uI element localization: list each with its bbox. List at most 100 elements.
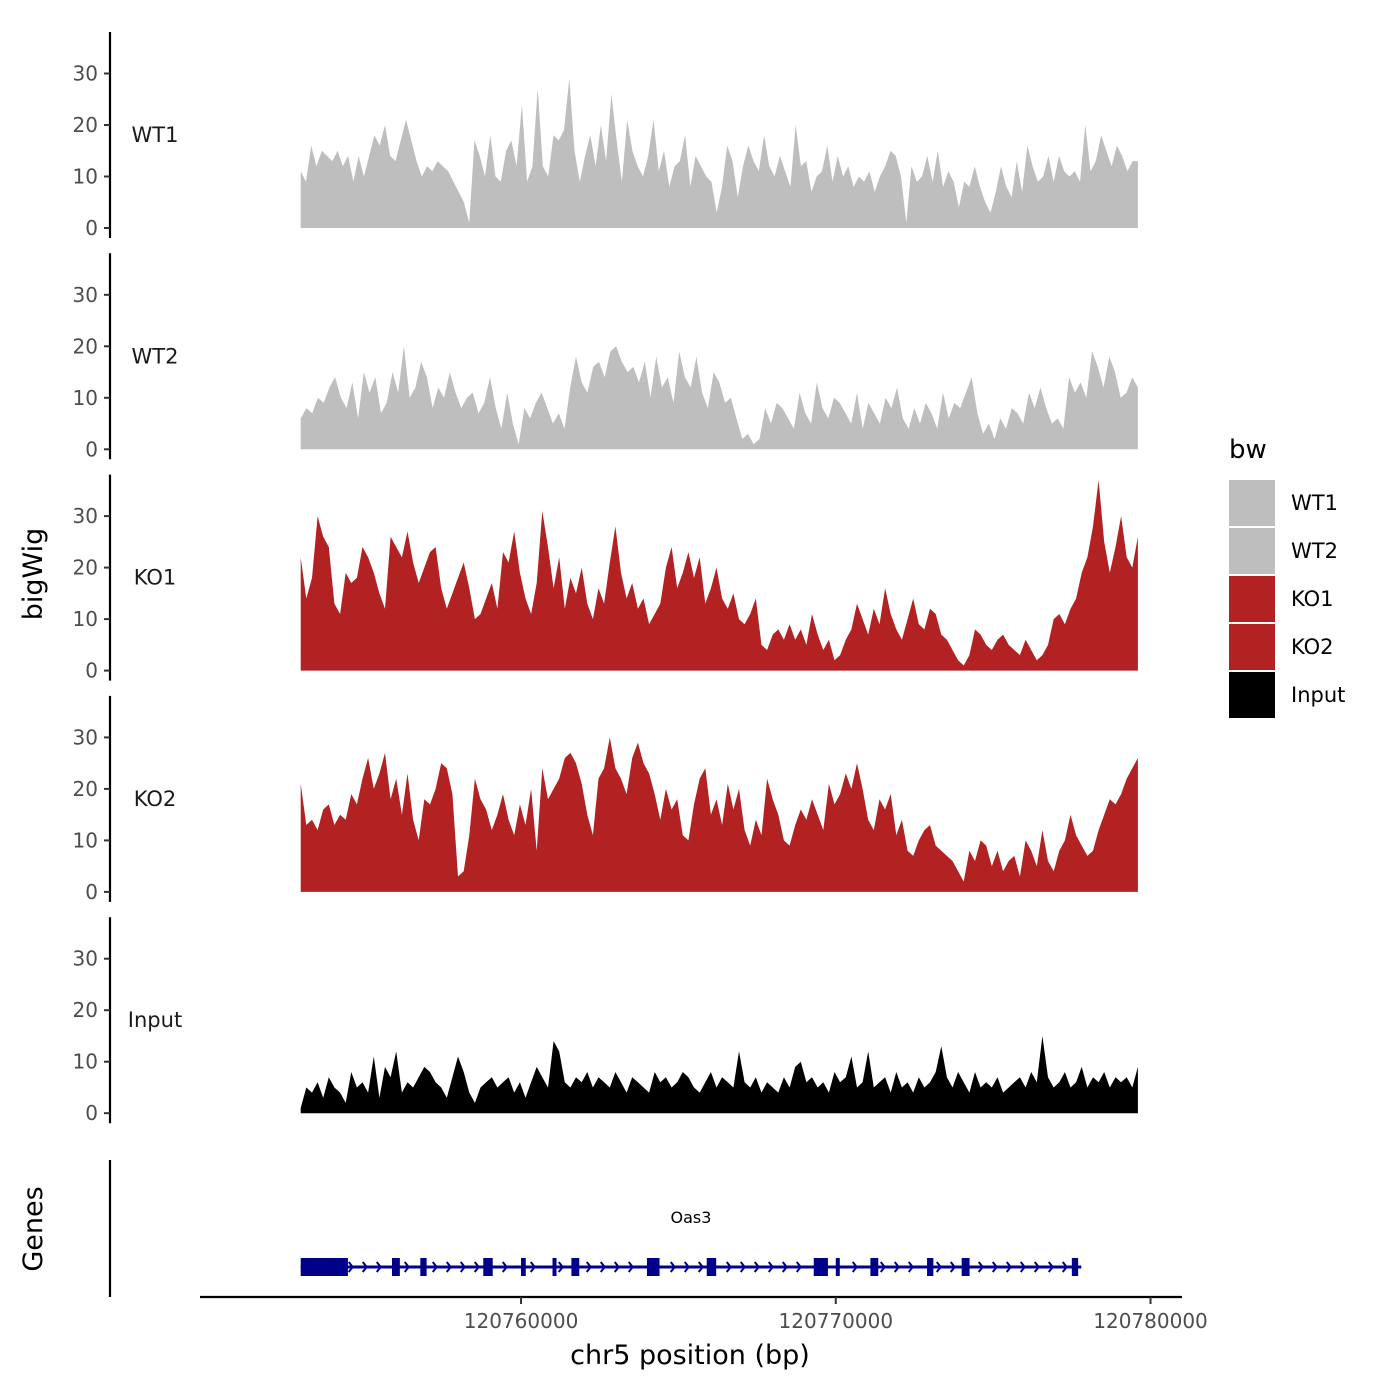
gene-name-label: Oas3 xyxy=(671,1208,712,1227)
strand-arrow xyxy=(431,1261,438,1273)
y-tick-label: 10 xyxy=(73,386,98,410)
strand-arrow xyxy=(991,1261,998,1273)
y-tick-label: 10 xyxy=(73,828,98,852)
strand-arrow xyxy=(879,1261,886,1273)
strand-arrow xyxy=(851,1261,858,1273)
legend-swatch-ko2 xyxy=(1229,624,1275,670)
strand-arrow xyxy=(375,1261,382,1273)
gene-exon xyxy=(1071,1258,1079,1276)
strand-arrow xyxy=(739,1261,746,1273)
y-tick-label: 20 xyxy=(73,998,98,1022)
legend-swatch-wt2 xyxy=(1229,528,1275,574)
gene-exon xyxy=(835,1258,840,1276)
strand-arrow xyxy=(781,1261,788,1273)
strand-arrow xyxy=(473,1261,480,1273)
y-tick-label: 0 xyxy=(85,216,98,240)
gene-layer: Oas3 xyxy=(108,1160,1082,1297)
strand-arrow xyxy=(501,1261,508,1273)
strand-arrow xyxy=(977,1261,984,1273)
strand-arrow xyxy=(627,1261,634,1273)
gene-exon xyxy=(483,1258,493,1276)
strand-arrow xyxy=(445,1261,452,1273)
strand-arrow xyxy=(949,1261,956,1273)
strand-arrow xyxy=(613,1261,620,1273)
strand-arrow xyxy=(795,1261,802,1273)
gene-exon xyxy=(571,1258,580,1276)
strand-arrow xyxy=(459,1261,466,1273)
strand-arrow xyxy=(557,1261,564,1273)
y-tick-label: 30 xyxy=(73,283,98,307)
y-tick-label: 30 xyxy=(73,725,98,749)
strand-arrow xyxy=(907,1261,914,1273)
strand-arrow xyxy=(935,1261,942,1273)
strand-arrow xyxy=(361,1261,368,1273)
strand-arrow xyxy=(1019,1261,1027,1273)
y-tick-label: 30 xyxy=(73,947,98,971)
legend: bw WT1 WT2 KO1 KO2 Input xyxy=(1229,435,1345,718)
gene-exon xyxy=(706,1258,717,1276)
y-tick-label: 20 xyxy=(73,556,98,580)
gene-exon xyxy=(870,1258,879,1276)
track-label: Input xyxy=(128,1008,182,1032)
gene-exon xyxy=(300,1258,348,1276)
legend-label-wt2: WT2 xyxy=(1291,539,1338,563)
gene-exon xyxy=(391,1258,400,1276)
track-wt1: 0 10 20 30 WT1 xyxy=(73,32,1138,240)
legend-swatch-ko1 xyxy=(1229,576,1275,622)
strand-arrow xyxy=(1033,1261,1041,1273)
genes-axis-title: Genes xyxy=(18,1186,49,1271)
legend-label-wt1: WT1 xyxy=(1291,491,1338,515)
x-tick-label: 120780000 xyxy=(1093,1309,1208,1333)
strand-arrow xyxy=(599,1261,606,1273)
gene-exon xyxy=(927,1258,934,1276)
y-tick-label: 0 xyxy=(85,659,98,683)
x-axis: 120760000 120770000 120780000 xyxy=(200,1295,1208,1333)
gene-exon xyxy=(813,1258,828,1276)
strand-arrow xyxy=(1047,1261,1055,1273)
strand-arrow xyxy=(893,1261,900,1273)
strand-arrow xyxy=(403,1261,410,1273)
strand-arrow xyxy=(1005,1261,1013,1273)
y-tick-label: 20 xyxy=(73,113,98,137)
y-tick-label: 20 xyxy=(73,334,98,358)
track-ko2: 0 10 20 30 KO2 xyxy=(73,695,1138,904)
x-tick-label: 120770000 xyxy=(779,1309,894,1333)
legend-swatch-wt1 xyxy=(1229,480,1275,526)
legend-label-ko2: KO2 xyxy=(1291,635,1334,659)
gene-exon xyxy=(420,1258,427,1276)
strand-arrow xyxy=(725,1261,732,1273)
strand-arrow xyxy=(753,1261,760,1273)
track-ko1: 0 10 20 30 KO1 xyxy=(73,474,1138,683)
legend-title: bw xyxy=(1229,435,1267,465)
y-tick-label: 0 xyxy=(85,1101,98,1125)
y-tick-label: 10 xyxy=(73,1050,98,1074)
signal-area-input xyxy=(300,1036,1138,1114)
strand-arrow xyxy=(1061,1261,1069,1273)
track-label: WT1 xyxy=(132,123,179,147)
strand-arrow xyxy=(697,1261,704,1273)
gene-exon xyxy=(646,1258,660,1276)
y-tick-label: 0 xyxy=(85,437,98,461)
y-tick-label: 20 xyxy=(73,777,98,801)
y-tick-label: 0 xyxy=(85,880,98,904)
x-tick-label: 120760000 xyxy=(464,1309,579,1333)
y-tick-label: 10 xyxy=(73,607,98,631)
y-tick-label: 10 xyxy=(73,165,98,189)
track-label: WT2 xyxy=(132,344,179,368)
signal-area-ko2 xyxy=(300,737,1138,892)
tracks-layer: 0 10 20 30 WT1 0 10 20 30 WT2 0 10 20 30 KO1 0 10 20 30 KO2… xyxy=(73,32,1138,1125)
track-label: KO1 xyxy=(134,566,177,590)
strand-arrow xyxy=(347,1261,354,1273)
signal-area-ko1 xyxy=(300,480,1138,671)
legend-label-ko1: KO1 xyxy=(1291,587,1334,611)
track-wt2: 0 10 20 30 WT2 xyxy=(73,253,1138,461)
gene-exon xyxy=(552,1258,557,1276)
signal-area-wt2 xyxy=(300,346,1138,450)
gene-exon xyxy=(521,1258,526,1276)
strand-arrow xyxy=(585,1261,592,1273)
signal-area-wt1 xyxy=(300,78,1138,228)
track-label: KO2 xyxy=(134,787,177,811)
y-tick-label: 30 xyxy=(73,504,98,528)
gene-exon xyxy=(961,1258,970,1276)
